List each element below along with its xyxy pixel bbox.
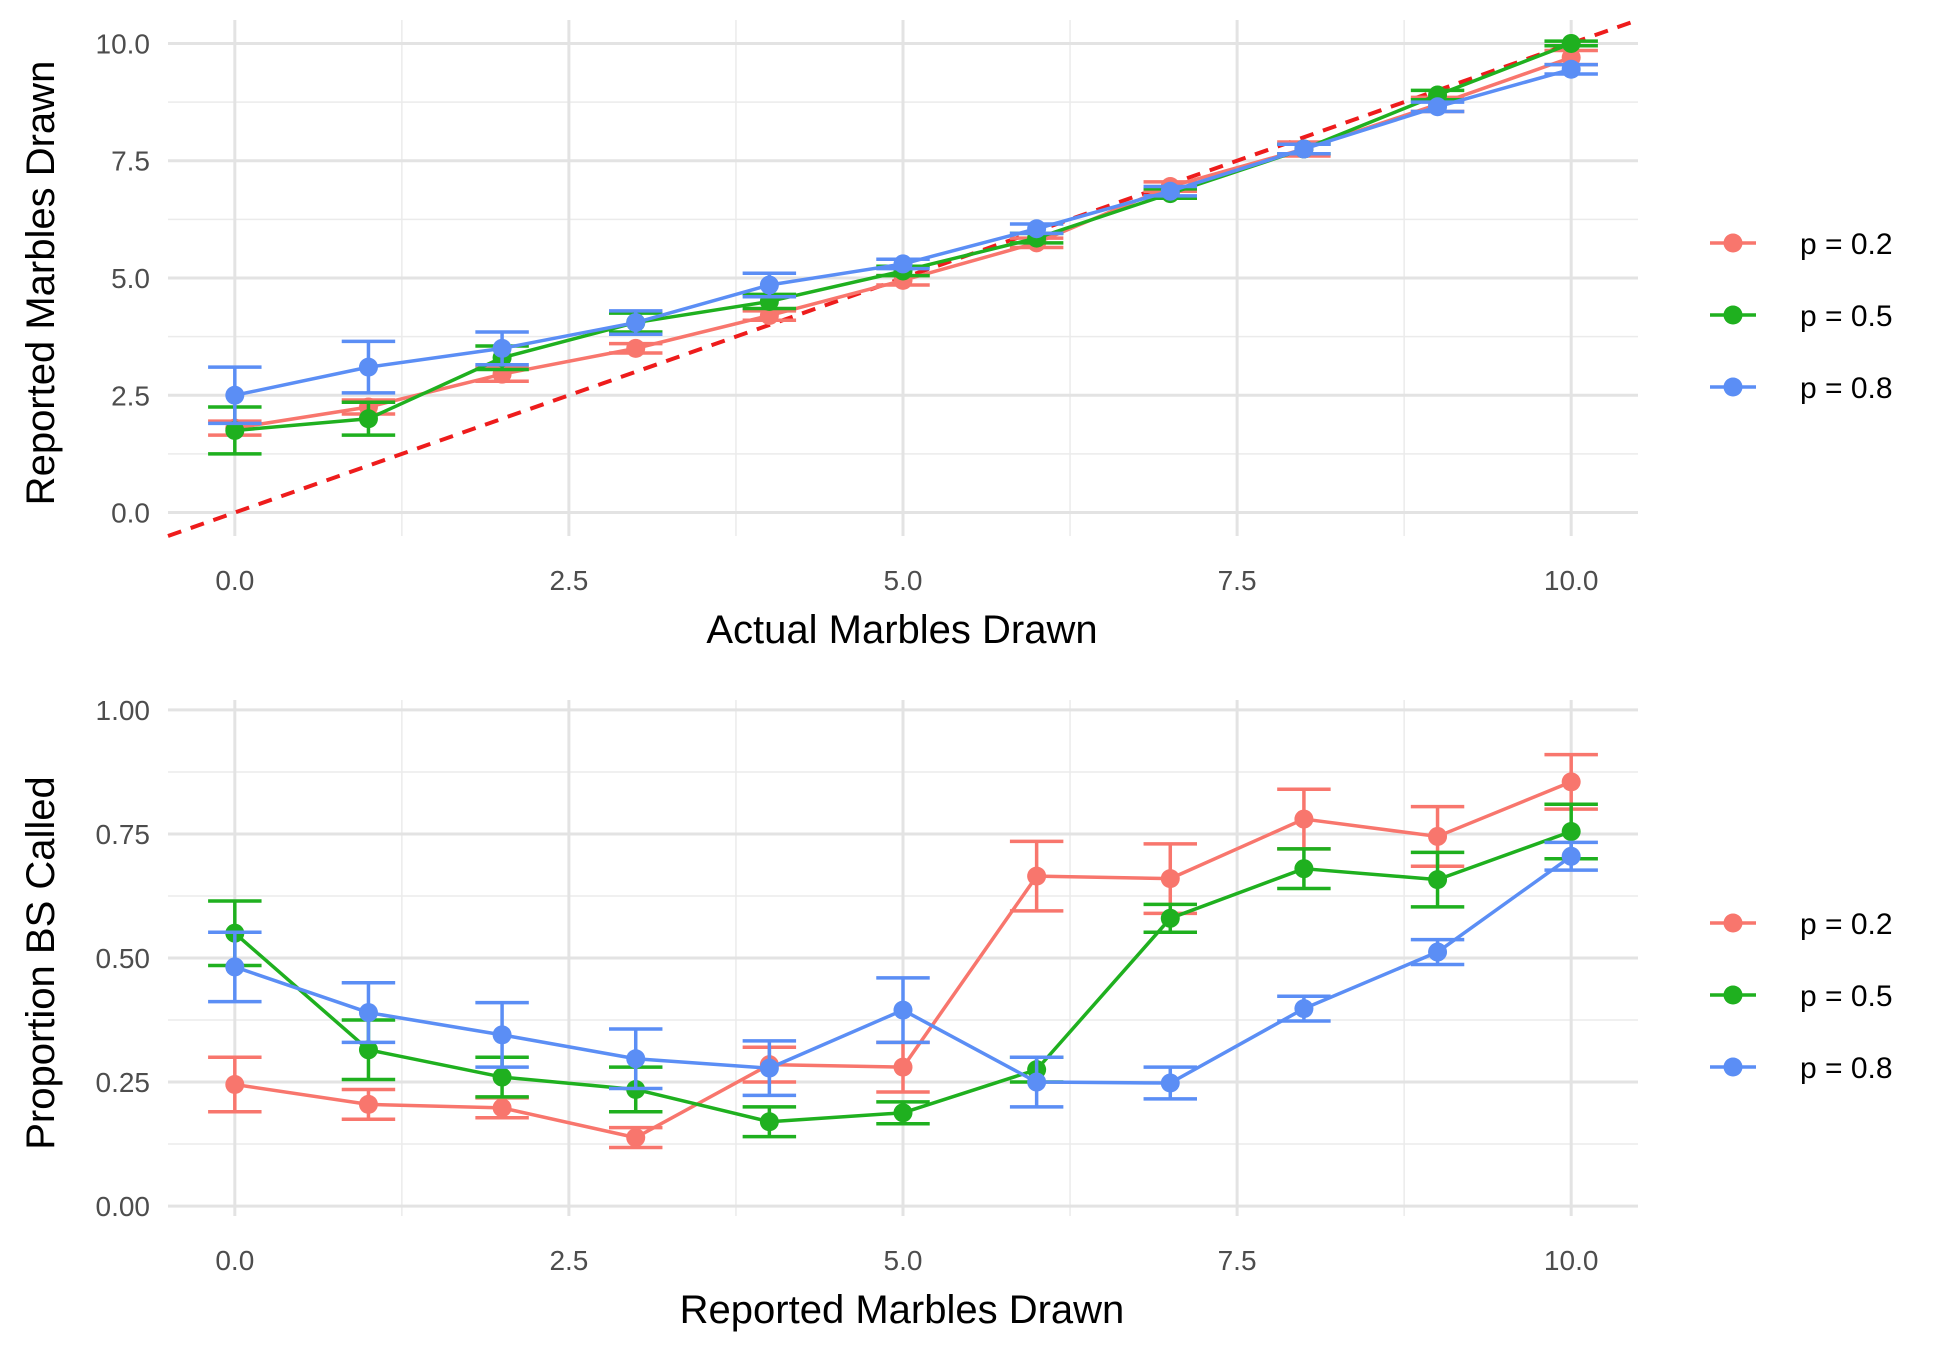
bottom-data-point — [1160, 908, 1180, 928]
bottom-y-tick-label: 0.75 — [96, 819, 151, 850]
bottom-data-point — [1160, 1073, 1180, 1093]
bottom-data-point — [1428, 826, 1448, 846]
bottom-data-point — [893, 1057, 913, 1077]
bottom-data-point — [626, 1049, 646, 1069]
legend-label: p = 0.2 — [1800, 228, 1893, 261]
bottom-legend-item: p = 0.8 — [1710, 1052, 1893, 1085]
bottom-y-axis-title: Proportion BS Called — [19, 776, 63, 1150]
top-data-point — [492, 338, 512, 358]
top-x-tick-label: 0.0 — [215, 565, 254, 596]
bottom-data-point — [626, 1128, 646, 1148]
legend-key-point — [1723, 985, 1743, 1005]
top-x-axis-title: Actual Marbles Drawn — [706, 608, 1097, 652]
legend-label: p = 0.5 — [1800, 980, 1893, 1013]
top-data-point — [358, 409, 378, 429]
bottom-data-point — [893, 1103, 913, 1123]
legend-label: p = 0.8 — [1800, 372, 1893, 405]
top-y-tick-label: 0.0 — [111, 498, 150, 529]
top-data-point — [1027, 219, 1047, 239]
top-data-point — [759, 306, 779, 326]
top-data-point — [626, 338, 646, 358]
bottom-data-point — [358, 1094, 378, 1114]
legend-label: p = 0.5 — [1800, 300, 1893, 333]
bottom-data-point — [1428, 870, 1448, 890]
bottom-data-point — [492, 1098, 512, 1118]
top-data-point — [1561, 33, 1581, 53]
bottom-data-point — [1561, 821, 1581, 841]
legend-key-point — [1723, 305, 1743, 325]
bottom-series-1 — [208, 802, 1598, 1139]
legend-key-point — [1723, 377, 1743, 397]
bottom-y-tick-label: 0.25 — [96, 1067, 151, 1098]
top-y-axis-title: Reported Marbles Drawn — [19, 61, 63, 506]
bottom-data-point — [1027, 1072, 1047, 1092]
top-data-point — [1160, 181, 1180, 201]
bottom-x-tick-label: 2.5 — [549, 1245, 588, 1276]
top-x-tick-label: 10.0 — [1544, 565, 1599, 596]
top-data-point — [893, 254, 913, 274]
bottom-data-point — [358, 1040, 378, 1060]
top-data-point — [225, 420, 245, 440]
bottom-x-tick-label: 10.0 — [1544, 1245, 1599, 1276]
legend-key-point — [1723, 233, 1743, 253]
top-grid — [168, 20, 1638, 536]
bottom-data-point — [492, 1025, 512, 1045]
bottom-x-tick-label: 0.0 — [215, 1245, 254, 1276]
legend-key-point — [1723, 1057, 1743, 1077]
bottom-x-tick-label: 5.0 — [884, 1245, 923, 1276]
top-legend: p = 0.2 p = 0.5 p = 0.8 — [1710, 228, 1893, 405]
top-x-tick-label: 7.5 — [1218, 565, 1257, 596]
top-x-tick-label: 2.5 — [549, 565, 588, 596]
bottom-data-point — [759, 1058, 779, 1078]
bottom-data-point — [358, 1003, 378, 1023]
legend-label: p = 0.8 — [1800, 1052, 1893, 1085]
bottom-data-point — [1294, 999, 1314, 1019]
bottom-x-tick-label: 7.5 — [1218, 1245, 1257, 1276]
bottom-series-2 — [208, 840, 1598, 1109]
top-panel: Actual Marbles Drawn Reported Marbles Dr… — [19, 18, 1893, 652]
top-data-point — [759, 275, 779, 295]
top-legend-item: p = 0.2 — [1710, 228, 1893, 261]
top-series-2 — [208, 59, 1598, 426]
top-data-point — [1561, 59, 1581, 79]
bottom-data-point — [1561, 772, 1581, 792]
top-data-point — [1294, 139, 1314, 159]
bottom-legend: p = 0.2 p = 0.5 p = 0.8 — [1710, 908, 1893, 1085]
top-legend-item: p = 0.8 — [1710, 372, 1893, 405]
top-y-tick-label: 5.0 — [111, 263, 150, 294]
bottom-data-point — [492, 1067, 512, 1087]
top-y-tick-label: 7.5 — [111, 146, 150, 177]
bottom-data-point — [1160, 869, 1180, 889]
bottom-data-point — [225, 1075, 245, 1095]
top-data-point — [1428, 97, 1448, 117]
bottom-data-point — [1561, 846, 1581, 866]
bottom-data-point — [225, 957, 245, 977]
bottom-y-tick-label: 0.50 — [96, 943, 151, 974]
bottom-y-tick-label: 1.00 — [96, 695, 151, 726]
top-data-point — [225, 385, 245, 405]
bottom-legend-item: p = 0.5 — [1710, 980, 1893, 1013]
top-data-point — [358, 357, 378, 377]
top-x-tick-label: 5.0 — [884, 565, 923, 596]
bottom-data-point — [759, 1112, 779, 1132]
top-y-tick-label: 2.5 — [111, 380, 150, 411]
bottom-grid — [168, 700, 1638, 1216]
bottom-data-point — [1428, 942, 1448, 962]
top-y-tick-label: 10.0 — [96, 28, 151, 59]
legend-label: p = 0.2 — [1800, 908, 1893, 941]
bottom-y-tick-label: 0.00 — [96, 1191, 151, 1222]
bottom-data-point — [893, 1000, 913, 1020]
top-legend-item: p = 0.5 — [1710, 300, 1893, 333]
top-data-point — [626, 313, 646, 333]
bottom-data-point — [1027, 866, 1047, 886]
bottom-data-point — [1294, 859, 1314, 879]
legend-key-point — [1723, 913, 1743, 933]
bottom-data-point — [1294, 809, 1314, 829]
bottom-panel: Reported Marbles Drawn Proportion BS Cal… — [19, 695, 1893, 1332]
bottom-x-axis-title: Reported Marbles Drawn — [680, 1288, 1125, 1332]
bottom-legend-item: p = 0.2 — [1710, 908, 1893, 941]
